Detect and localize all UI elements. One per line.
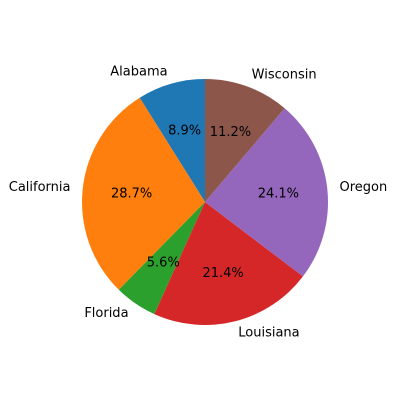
slice-percent-wisconsin: 11.2% — [210, 125, 251, 140]
slice-label-california: California — [9, 180, 71, 195]
pie-slice-florida — [118, 202, 205, 315]
slice-percent-florida: 5.6% — [147, 255, 180, 270]
slice-percent-california: 28.7% — [111, 187, 152, 202]
slice-percent-oregon: 24.1% — [258, 187, 299, 202]
pie-slice-oregon — [205, 108, 328, 277]
pie-slice-wisconsin — [205, 79, 285, 202]
slice-label-wisconsin: Wisconsin — [252, 68, 317, 83]
slice-label-alabama: Alabama — [110, 64, 167, 79]
pie-labels: Alabama 8.9% California 28.7% Florida 5.6% Lou… — [9, 64, 387, 340]
slice-label-louisiana: Louisiana — [238, 326, 299, 341]
slice-percent-alabama: 8.9% — [168, 124, 201, 139]
pie-slices — [81, 79, 328, 325]
slice-percent-louisiana: 21.4% — [202, 266, 243, 281]
pie-slice-alabama — [139, 79, 205, 202]
pie-slice-louisiana — [154, 202, 303, 325]
slice-label-florida: Florida — [84, 306, 128, 321]
slice-label-oregon: Oregon — [340, 180, 388, 195]
pie-slice-california — [81, 97, 205, 290]
